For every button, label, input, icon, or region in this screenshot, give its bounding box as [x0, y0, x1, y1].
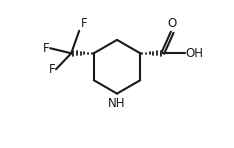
Text: NH: NH: [108, 97, 126, 110]
Text: O: O: [168, 17, 177, 30]
Text: OH: OH: [185, 47, 203, 60]
Text: F: F: [49, 63, 55, 76]
Text: F: F: [81, 17, 87, 30]
Text: F: F: [43, 42, 49, 55]
